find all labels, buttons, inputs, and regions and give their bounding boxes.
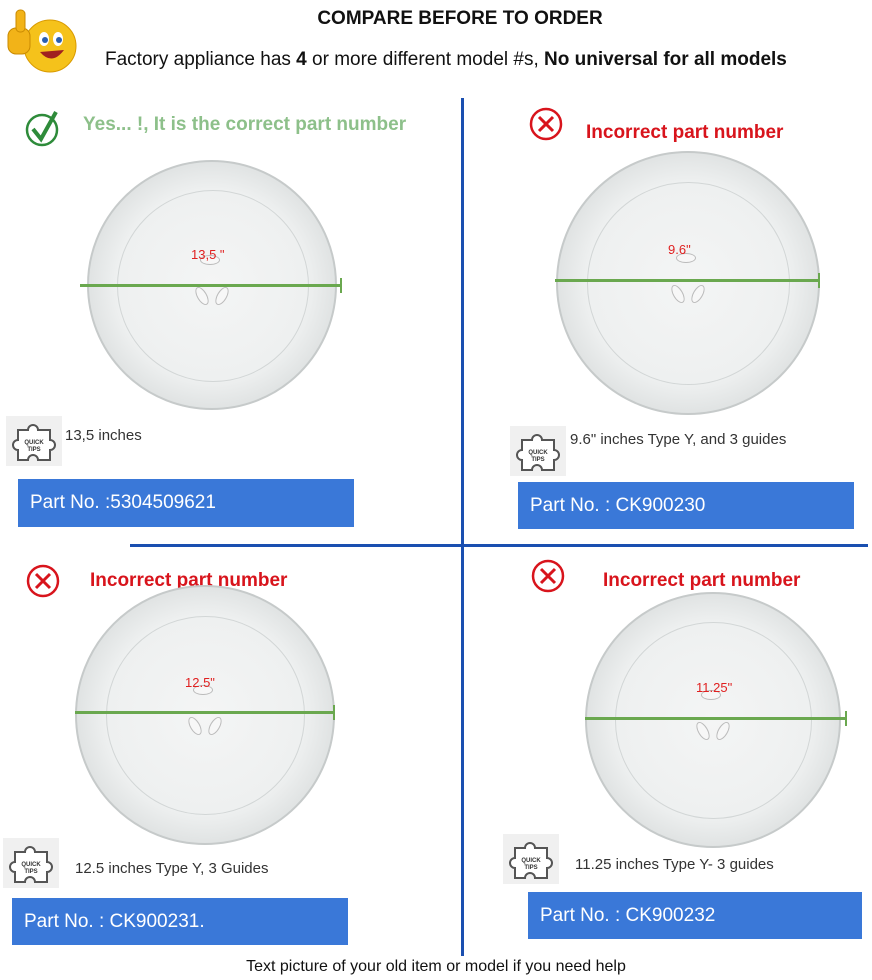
x-circle-icon — [528, 556, 568, 601]
size-tip: 13,5 inches — [65, 427, 142, 444]
svg-text:TIPS: TIPS — [531, 457, 544, 463]
diameter-measure-line — [75, 705, 335, 720]
quick-tips-puzzle-icon: QUICK TIPS — [6, 416, 62, 466]
panel-title: Incorrect part number — [586, 122, 784, 143]
svg-text:QUICK: QUICK — [21, 862, 41, 868]
svg-text:QUICK: QUICK — [24, 440, 44, 446]
subtitle: Factory appliance has 4 or more differen… — [105, 49, 787, 70]
footer-note: Text picture of your old item or model i… — [246, 958, 626, 975]
diameter-measure-line — [555, 273, 820, 288]
size-tip: 11.25 inches Type Y- 3 guides — [575, 856, 774, 873]
panel-title: Incorrect part number — [90, 570, 288, 591]
part-number-box: Part No. : CK900230 — [518, 482, 854, 529]
part-number: Part No. : CK900232 — [540, 904, 716, 926]
turntable-plate-image — [585, 592, 841, 848]
check-circle-icon — [23, 108, 63, 153]
x-circle-icon — [23, 561, 63, 606]
quick-tips-puzzle-icon: QUICK TIPS — [503, 834, 559, 884]
svg-text:QUICK: QUICK — [528, 450, 548, 456]
thumbs-up-emoji-icon — [7, 9, 77, 73]
size-tip: 9.6" inches Type Y, and 3 guides — [570, 431, 787, 448]
quick-tips-puzzle-icon: QUICK TIPS — [510, 426, 566, 476]
x-circle-icon — [526, 104, 566, 149]
panel-title: Incorrect part number — [603, 570, 801, 591]
panel-title: Yes... !, It is the correct part number — [83, 114, 407, 135]
turntable-plate-image — [556, 151, 820, 415]
diameter-label: 9.6" — [668, 242, 691, 257]
svg-text:TIPS: TIPS — [524, 865, 537, 871]
turntable-plate-image — [75, 585, 335, 845]
part-number-box: Part No. :5304509621 — [18, 479, 354, 527]
diameter-measure-line — [80, 278, 342, 293]
part-number: Part No. : CK900230 — [530, 494, 706, 516]
part-number: Part No. :5304509621 — [30, 492, 216, 513]
quick-tips-puzzle-icon: QUICK TIPS — [3, 838, 59, 888]
vertical-divider — [461, 98, 464, 956]
size-tip: 12.5 inches Type Y, 3 Guides — [75, 860, 269, 877]
svg-text:TIPS: TIPS — [27, 447, 40, 453]
svg-text:QUICK: QUICK — [521, 858, 541, 864]
svg-text:TIPS: TIPS — [24, 869, 37, 875]
horizontal-divider — [130, 544, 868, 547]
diameter-measure-line — [585, 711, 847, 726]
diameter-label: 12.5" — [185, 675, 215, 690]
part-number-box: Part No. : CK900232 — [528, 892, 862, 939]
diameter-label: 13,5 " — [191, 247, 225, 262]
part-number-box: Part No. : CK900231. — [12, 898, 348, 945]
page-title: COMPARE BEFORE TO ORDER — [317, 8, 603, 29]
part-number: Part No. : CK900231. — [24, 910, 205, 932]
diameter-label: 11.25" — [696, 680, 733, 695]
